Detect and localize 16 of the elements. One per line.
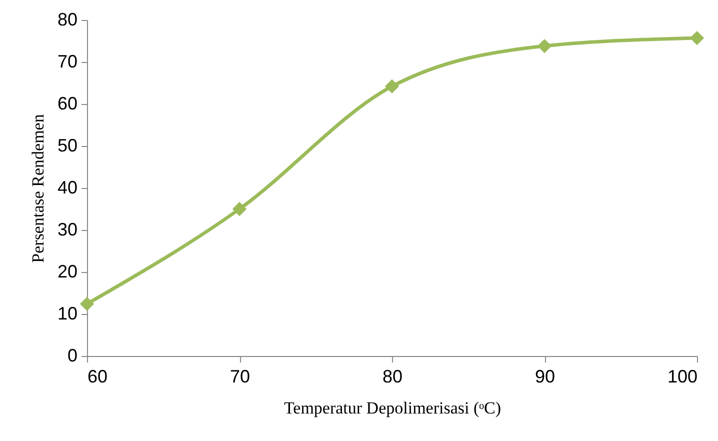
- y-tick-label: 40: [57, 178, 78, 198]
- y-tick-label: 30: [57, 220, 78, 240]
- y-tick-label: 20: [57, 262, 78, 282]
- y-tick-label: 60: [57, 94, 78, 114]
- x-tick-label: 70: [230, 366, 250, 386]
- y-tick-label: 70: [57, 52, 78, 72]
- y-tick-label: 0: [67, 346, 78, 366]
- x-tick-label: 80: [382, 366, 403, 386]
- y-tick-label: 50: [57, 136, 78, 156]
- x-tick-label: 60: [88, 366, 108, 386]
- y-tick-label: 80: [57, 10, 78, 30]
- x-tick-label: 90: [534, 366, 556, 386]
- y-tick-label: 10: [57, 304, 78, 324]
- y-axis-title: Persentase Rendemen: [28, 114, 48, 263]
- x-axis-title: Temperatur Depolimerisasi (ᵒC): [284, 398, 502, 418]
- x-tick-label: 100: [667, 366, 698, 386]
